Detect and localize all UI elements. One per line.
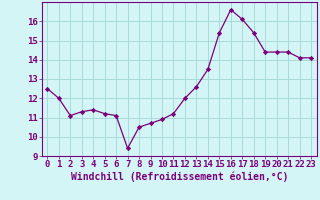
X-axis label: Windchill (Refroidissement éolien,°C): Windchill (Refroidissement éolien,°C) xyxy=(70,172,288,182)
